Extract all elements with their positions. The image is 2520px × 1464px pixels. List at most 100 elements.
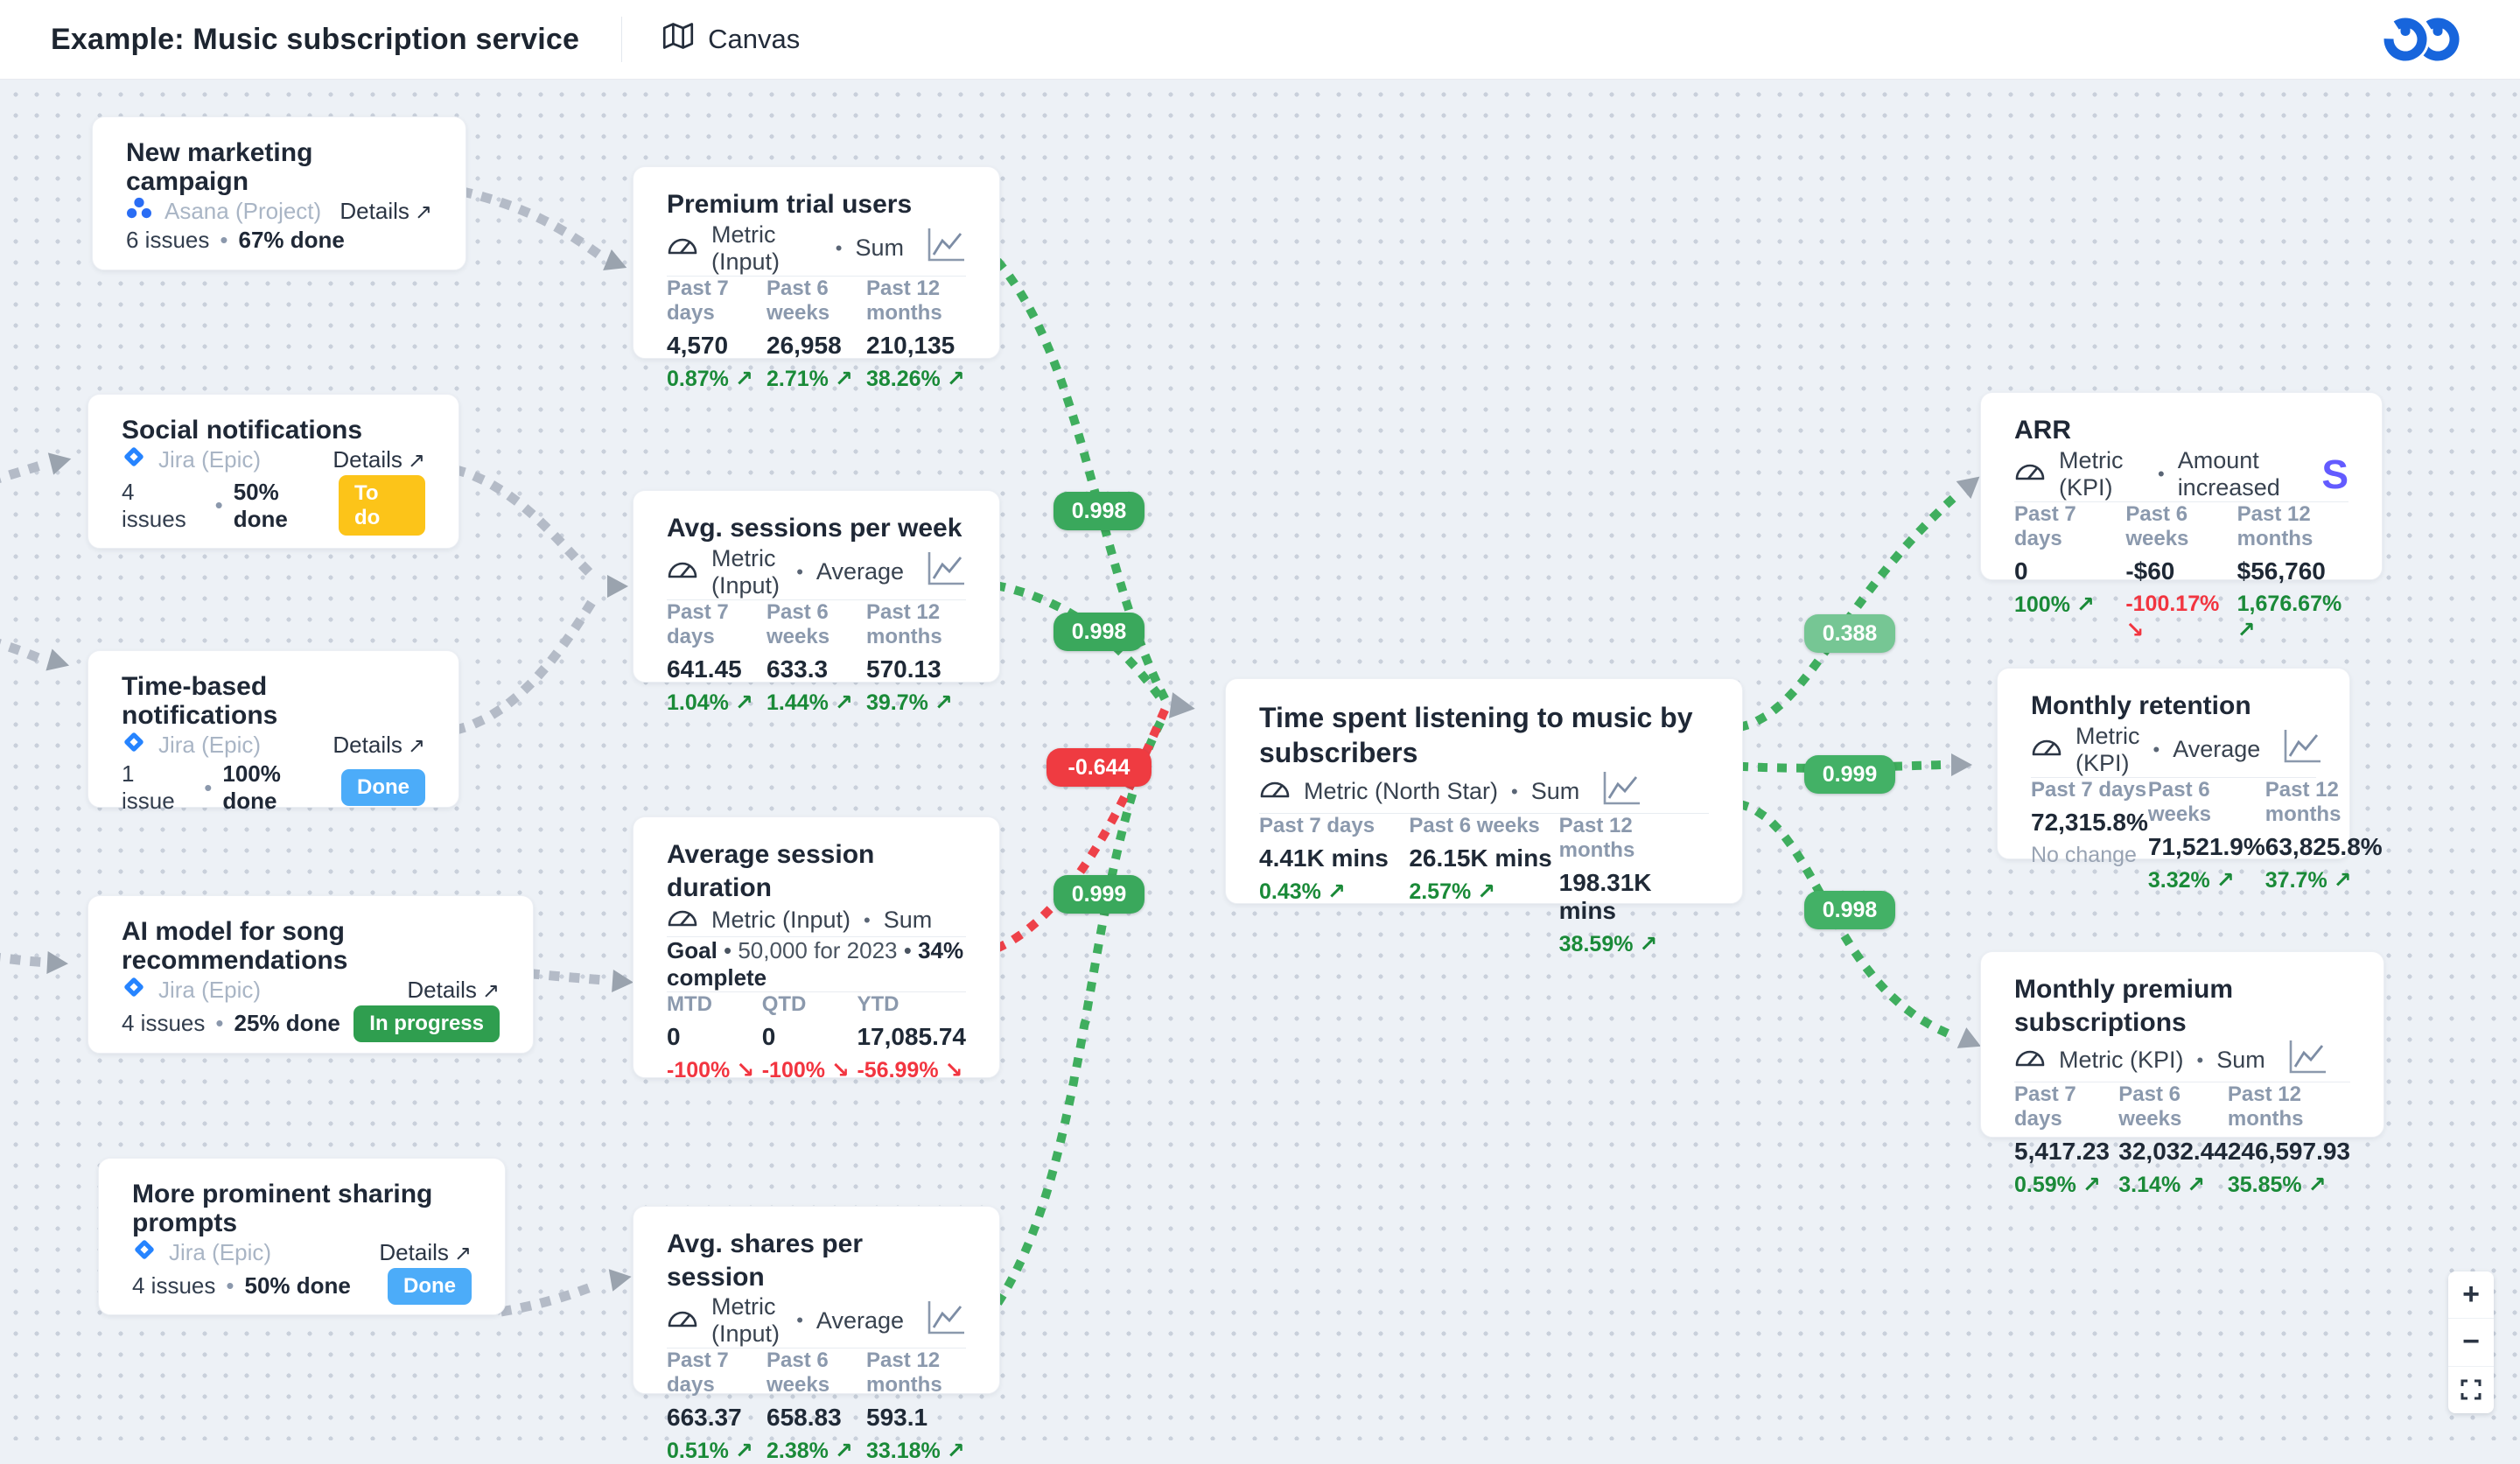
metric-aggregation: Average [816,1306,904,1334]
metric-period: YTD 17,085.74 -56.99% ↘ [857,992,967,1082]
external-arrow-icon: ↗ [407,449,425,473]
metric-card-monthly-retention[interactable]: Monthly retention Metric (KPI) Average P… [1997,668,2383,893]
project-source: Asana (Project) [164,198,322,224]
correlation-badge[interactable]: 0.998 [1804,891,1895,929]
canvas[interactable]: New marketing campaign Asana (Project) D… [0,79,2520,1463]
metric-title: Monthly premium subscriptions [2014,975,2234,1037]
change-value: -100% ↘ [667,1058,755,1082]
percent-done: 50% done [233,478,288,532]
change-value: -100.17% ↘ [2125,591,2220,642]
metric-period: Past 6 weeks 26,958 2.71% ↗ [766,277,866,392]
doubleloop-logo [2376,11,2478,72]
correlation-badge[interactable]: 0.998 [1054,492,1144,530]
zoom-out-button[interactable]: − [2448,1319,2494,1367]
change-value: 3.32% ↗ [2147,867,2235,893]
metric-period: Past 7 days 72,315.8% No change [2031,777,2148,867]
change-value: -56.99% ↘ [857,1058,963,1082]
metric-card-avg-sessions-per-week[interactable]: Avg. sessions per week Metric (Input) Av… [633,490,1000,715]
gauge-icon [667,232,698,264]
issue-count: 4 issues [122,478,186,532]
correlation-badge[interactable]: -0.644 [1046,748,1152,787]
top-bar: Example: Music subscription service Canv… [0,0,2520,80]
change-value: 0.59% ↗ [2014,1173,2101,1197]
metric-type: Metric (KPI) [2059,446,2124,501]
change-value: 38.26% ↗ [866,366,965,391]
metric-period: Past 7 days 4,570 0.87% ↗ [667,277,766,392]
change-value: No change [2031,842,2137,867]
status-badge: Done [388,1268,472,1305]
details-link[interactable]: Details ↗ [379,1239,472,1265]
line-chart-icon[interactable] [1601,770,1642,813]
change-value: 0.51% ↗ [667,1439,753,1463]
change-value: 0.43% ↗ [1259,879,1346,904]
details-link[interactable]: Details ↗ [332,732,425,758]
metric-card-arr[interactable]: ARR Metric (KPI) Amount increased S Past… [1980,392,2383,642]
details-link[interactable]: Details ↗ [332,446,425,473]
line-chart-icon[interactable] [926,227,966,270]
line-chart-icon[interactable] [926,550,966,593]
zoom-in-button[interactable]: + [2448,1271,2494,1320]
metric-period: Past 12 months 198.31K mins 38.59% ↗ [1559,814,1709,957]
metric-period: Past 7 days 0 100% ↗ [2014,502,2125,643]
change-value: 1.04% ↗ [667,690,753,715]
line-chart-icon[interactable] [2287,1039,2328,1082]
issue-count: 6 issues [126,227,210,253]
metric-type: Metric (Input) [711,221,780,275]
fullscreen-button[interactable] [2448,1367,2494,1413]
metric-period: Past 6 weeks 658.83 2.38% ↗ [766,1348,866,1464]
tab-canvas[interactable]: Canvas [662,21,800,58]
project-card-ai-model[interactable]: AI model for song recommendations Jira (… [88,895,534,1054]
project-card-sharing-prompts[interactable]: More prominent sharing prompts Jira (Epi… [98,1158,506,1315]
issue-count: 4 issues [132,1272,216,1299]
correlation-badge[interactable]: 0.388 [1804,614,1895,653]
project-title: Social notifications [122,416,363,445]
metric-type: Metric (KPI) [2059,1047,2184,1073]
project-card-time-based-notifications[interactable]: Time-based notifications Jira (Epic) Det… [88,650,459,814]
metric-card-avg-shares-per-session[interactable]: Avg. shares per session Metric (Input) A… [633,1206,1000,1463]
canvas-zoom-controls: + − [2448,1271,2494,1413]
correlation-badge[interactable]: 0.999 [1804,755,1895,794]
metric-period: Past 6 weeks 26.15K mins 2.57% ↗ [1409,814,1558,957]
metric-title: Average session duration [667,840,875,902]
details-link[interactable]: Details ↗ [340,198,432,224]
goal-summary: Goal • 50,000 for 2023 • 34% complete [667,937,964,991]
external-arrow-icon: ↗ [481,979,500,1003]
metric-card-monthly-premium-subscriptions[interactable]: Monthly premium subscriptions Metric (KP… [1980,951,2384,1197]
change-value: 35.85% ↗ [2227,1173,2327,1197]
metric-card-premium-trial-users[interactable]: Premium trial users Metric (Input) Sum P… [633,166,1000,391]
gauge-icon [667,1305,698,1337]
metric-title: Time spent listening to music by subscri… [1259,702,1693,768]
metric-aggregation: Average [816,558,904,585]
gauge-icon [667,556,698,588]
change-value: 2.71% ↗ [766,366,853,391]
metric-type: Metric (KPI) [2076,722,2140,776]
correlation-badge[interactable]: 0.999 [1054,875,1144,914]
metric-aggregation: Sum [1530,778,1580,804]
change-value: 2.57% ↗ [1409,879,1496,904]
external-arrow-icon: ↗ [407,734,425,758]
metric-aggregation: Average [2173,736,2261,762]
asana-icon [126,196,152,227]
header-divider [621,17,623,62]
details-link[interactable]: Details ↗ [407,977,500,1003]
gauge-icon [2014,1044,2046,1076]
metric-period: Past 6 weeks 633.3 1.44% ↗ [766,600,866,716]
metric-period: Past 12 months 593.1 33.18% ↗ [866,1348,965,1463]
map-icon [662,21,694,58]
metric-type: Metric (Input) [711,544,780,599]
status-badge: Done [341,769,425,806]
metric-card-average-session-duration[interactable]: Average session duration Metric (Input) … [633,816,1000,1082]
project-source: Jira (Epic) [158,977,262,1003]
project-card-new-marketing-campaign[interactable]: New marketing campaign Asana (Project) D… [92,116,466,270]
project-card-social-notifications[interactable]: Social notifications Jira (Epic) Details… [88,394,459,549]
change-value: 37.7% ↗ [2264,867,2352,893]
percent-done: 50% done [244,1272,351,1299]
line-chart-icon[interactable] [2282,728,2322,771]
jira-icon [122,975,146,1005]
metric-period: Past 12 months 246,597.93 35.85% ↗ [2227,1082,2350,1197]
percent-done: 100% done [222,760,281,814]
metric-card-north-star-time-listening[interactable]: Time spent listening to music by subscri… [1225,678,1743,956]
line-chart-icon[interactable] [926,1299,966,1342]
correlation-badge[interactable]: 0.998 [1054,613,1144,651]
change-value: 1,676.67% ↗ [2236,591,2342,642]
